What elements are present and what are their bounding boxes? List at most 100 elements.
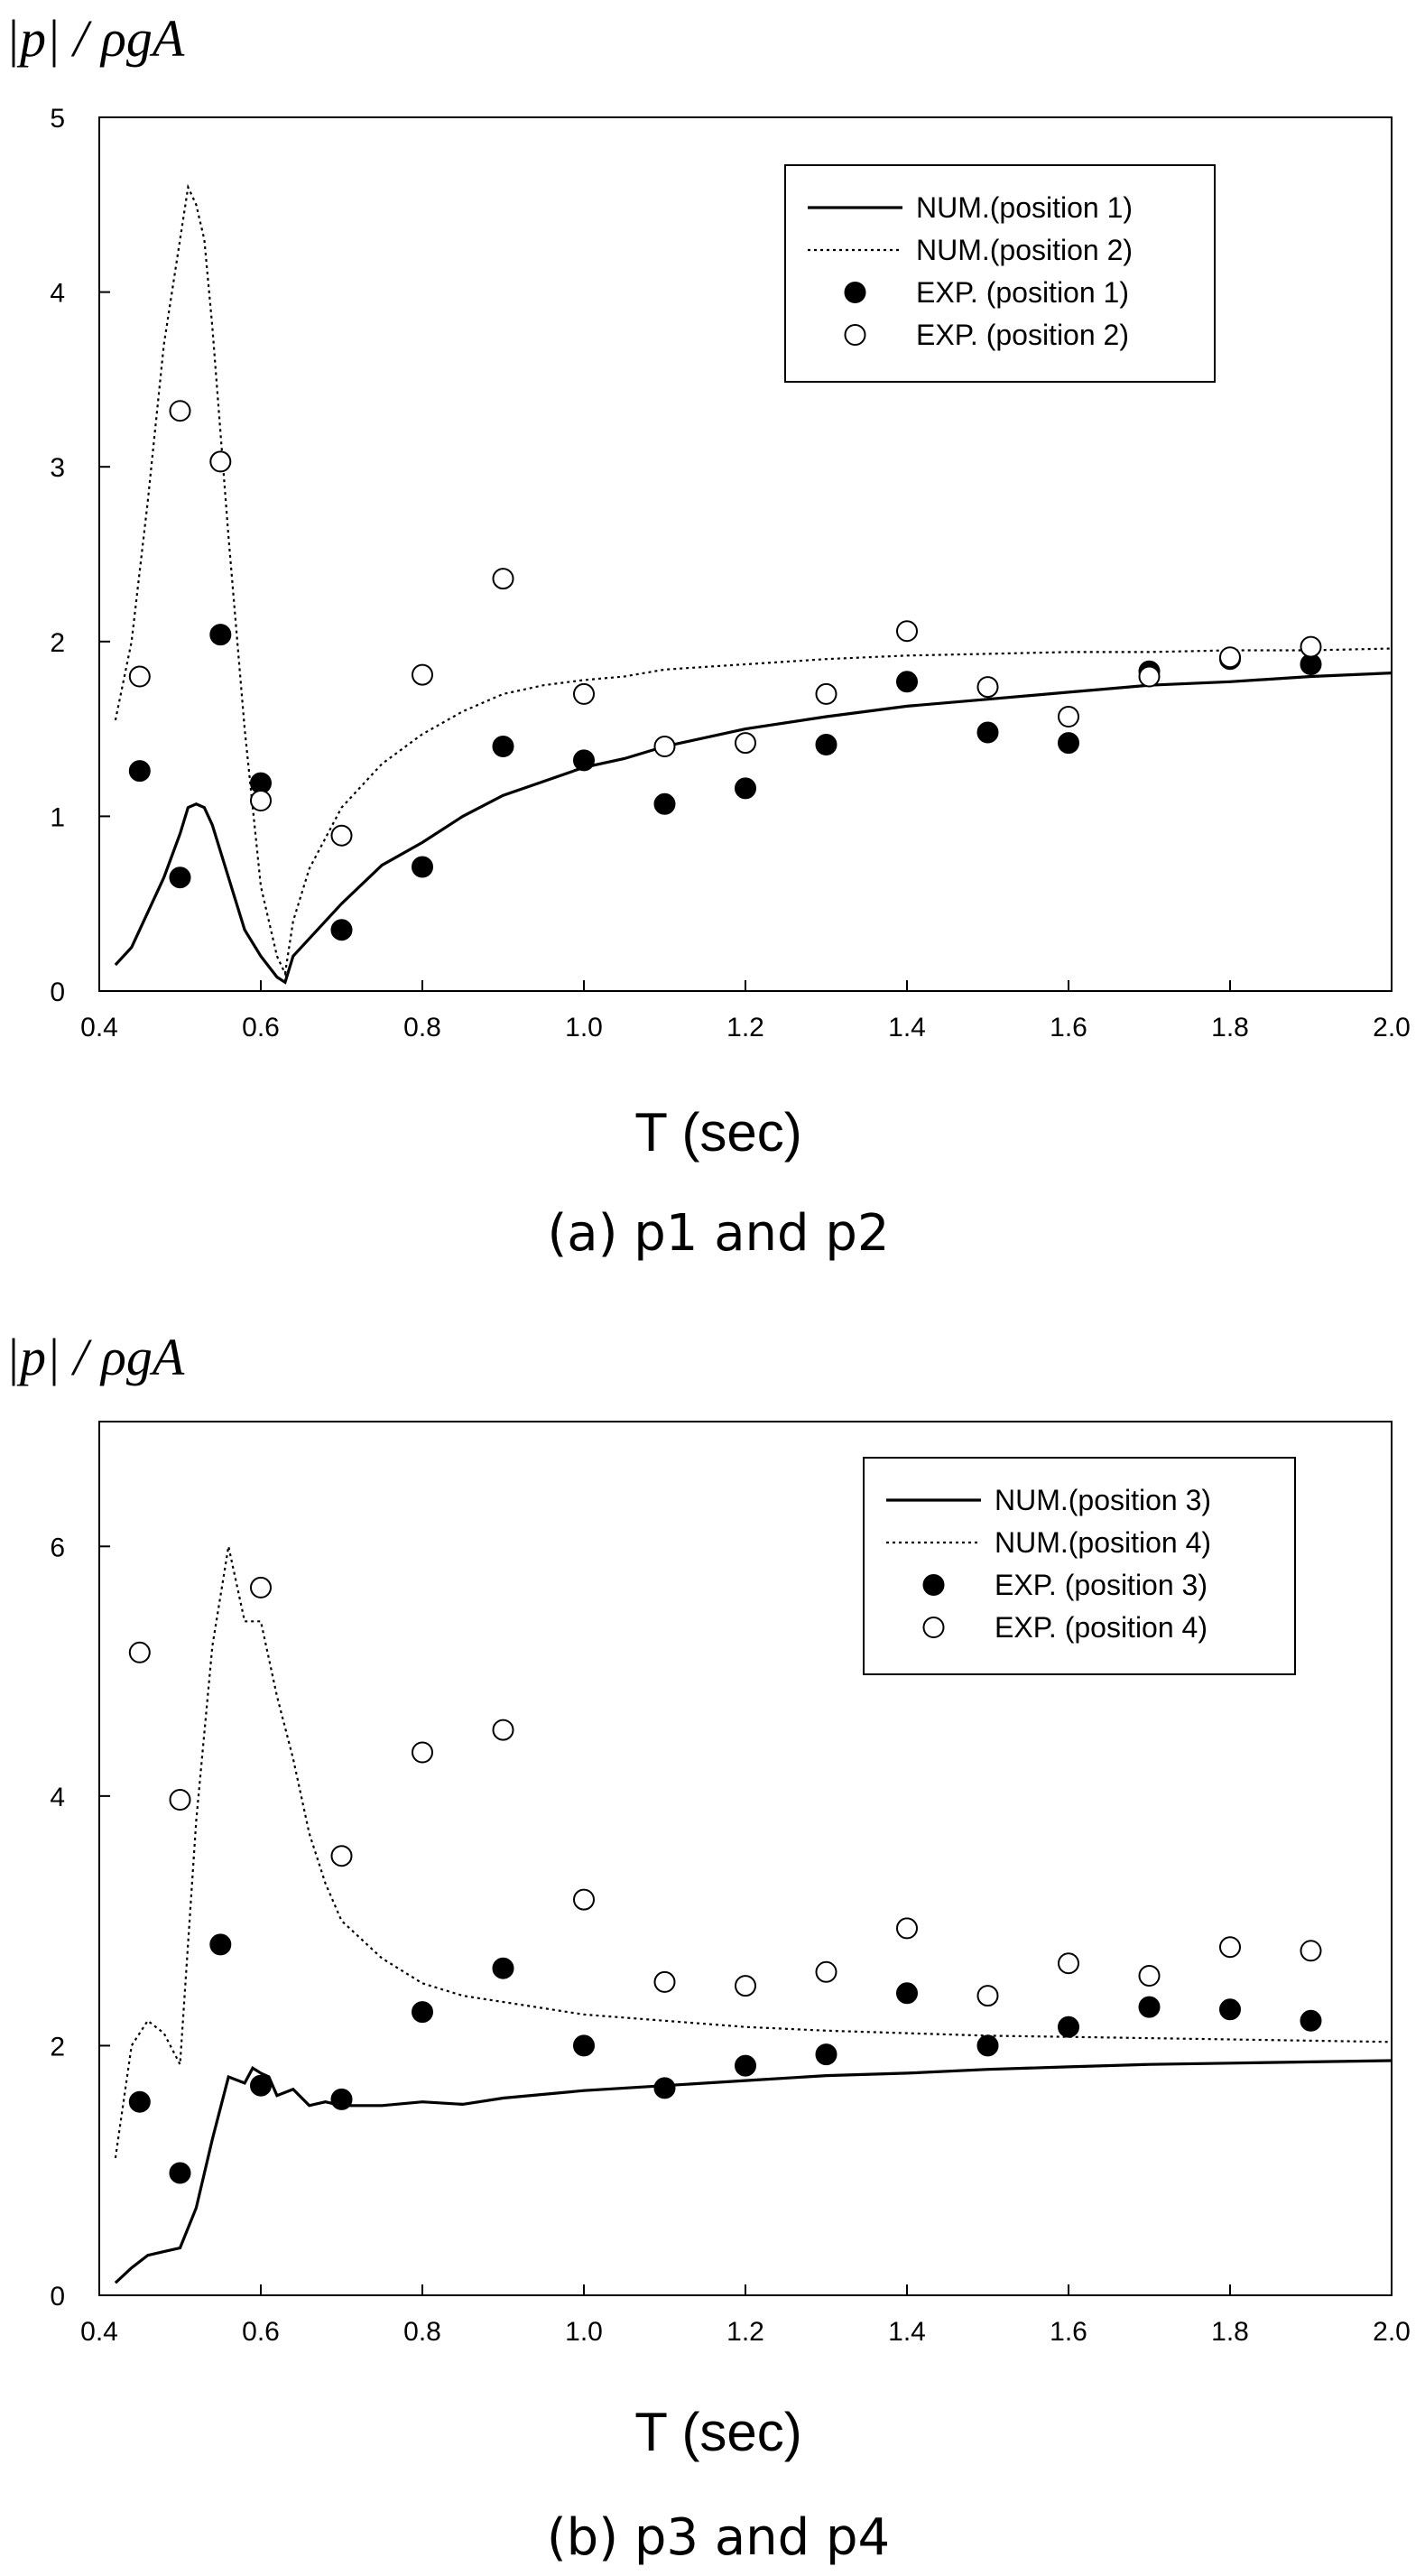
data-point (1058, 2015, 1079, 2038)
series-line-2 (114, 1546, 1392, 2159)
data-point (976, 2034, 999, 2057)
legend-label: EXP. (position 3) (995, 1569, 1208, 1601)
x-axis-label: T (sec) (634, 2402, 802, 2462)
data-point (209, 1933, 232, 1956)
data-point (1300, 1940, 1322, 1962)
data-point (330, 1845, 353, 1867)
data-point (735, 732, 756, 755)
data-point (412, 856, 433, 878)
data-point (1058, 1952, 1079, 1975)
y-tick-label: 2 (50, 628, 65, 658)
figure-caption: (b) p3 and p4 (547, 2508, 890, 2567)
data-point (653, 792, 676, 815)
x-tick-label: 0.8 (403, 2317, 441, 2347)
series-line-1 (114, 672, 1392, 985)
data-point (976, 1985, 999, 2007)
data-point (976, 721, 999, 744)
x-tick-label: 0.6 (242, 1013, 280, 1042)
data-point (815, 1960, 837, 1983)
y-tick-label: 6 (50, 1533, 65, 1562)
legend-swatch-marker (844, 282, 866, 303)
legend-label: NUM.(position 4) (995, 1526, 1211, 1559)
legend: NUM.(position 1) NUM.(position 2) EXP. (po… (784, 164, 1216, 383)
legend-label: EXP. (position 2) (916, 319, 1129, 351)
y-tick-label: 0 (50, 2282, 65, 2312)
legend-label: NUM.(position 2) (916, 234, 1133, 266)
data-point (735, 1975, 756, 1997)
data-point (573, 1888, 595, 1911)
data-point (735, 777, 756, 800)
x-tick-label: 2.0 (1373, 2317, 1411, 2347)
data-point (209, 624, 232, 646)
data-point (1138, 1965, 1161, 1987)
y-tick-label: 2 (50, 2032, 65, 2062)
legend-label: NUM.(position 3) (995, 1484, 1211, 1516)
x-tick-label: 1.8 (1211, 1013, 1249, 1042)
data-point (250, 2074, 272, 2097)
data-point (169, 866, 191, 889)
x-tick-label: 1.2 (726, 1013, 764, 1042)
x-tick-label: 1.4 (888, 2317, 926, 2347)
x-tick-label: 2.0 (1373, 1013, 1411, 1042)
data-point (412, 2001, 433, 2024)
x-tick-label: 1.0 (565, 2317, 603, 2347)
data-point (1058, 706, 1079, 727)
legend-frame (784, 164, 1216, 383)
data-point (169, 400, 191, 422)
data-point (1300, 2009, 1322, 2032)
chart-b: |p| / ρgA 0.4 0.6 0.8 1.0 1.2 1.4 1.6 1.8 2.0 0 2 4 6… (5, 1328, 1411, 2567)
data-point (1219, 1936, 1241, 1959)
data-point (573, 682, 595, 705)
x-tick-label: 0.4 (80, 2317, 118, 2347)
data-point (976, 676, 999, 699)
x-tick-label: 1.6 (1050, 2317, 1087, 2347)
data-point (815, 682, 837, 705)
data-point (209, 450, 232, 473)
data-point (169, 2162, 191, 2184)
data-point (815, 734, 837, 755)
legend: NUM.(position 3) NUM.(position 4) EXP. (po… (863, 1457, 1296, 1675)
x-tick-label: 1.6 (1050, 1013, 1087, 1042)
data-point (896, 620, 918, 643)
data-point (128, 2090, 151, 2113)
data-point (896, 1982, 918, 2005)
chart-a: |p| / ρgA 0.4 0.6 0.8 1.0 1.2 1.4 1.6 1.8 2.0 0 1 2 3… (5, 9, 1411, 1263)
y-tick-label: 4 (50, 279, 65, 309)
data-point (128, 1641, 151, 1663)
series-line-2 (114, 183, 1392, 978)
y-tick-label: 0 (50, 978, 65, 1007)
data-point (815, 2043, 837, 2066)
legend-swatch-marker (844, 324, 866, 346)
data-point (1300, 635, 1322, 658)
data-point (1219, 1998, 1241, 2021)
data-point (330, 2088, 353, 2110)
data-point (573, 749, 595, 772)
data-point (330, 919, 353, 941)
data-point (573, 2034, 595, 2057)
legend-label: EXP. (position 1) (916, 276, 1129, 309)
y-tick-label: 3 (50, 453, 65, 483)
data-point (653, 1970, 676, 1993)
x-tick-label: 0.4 (80, 1013, 118, 1042)
data-point (169, 1789, 191, 1811)
data-point (128, 665, 151, 688)
x-axis-label: T (sec) (634, 1102, 802, 1163)
data-point (896, 1917, 918, 1940)
data-point (1058, 732, 1079, 755)
data-point (250, 1576, 272, 1598)
x-tick-label: 0.8 (403, 1013, 441, 1042)
series-line-1 (114, 2059, 1392, 2284)
data-point (412, 1741, 433, 1764)
data-point (250, 790, 272, 811)
data-point (653, 2077, 676, 2099)
legend-swatch-marker (922, 1617, 945, 1638)
data-point (653, 736, 676, 757)
legend-label: NUM.(position 1) (916, 191, 1133, 224)
y-tick-label: 4 (50, 1783, 65, 1812)
figure-caption: (a) p1 and p2 (547, 1204, 889, 1263)
data-point (492, 736, 514, 757)
data-point (330, 824, 353, 847)
y-axis-label: |p| / ρgA (5, 9, 185, 68)
